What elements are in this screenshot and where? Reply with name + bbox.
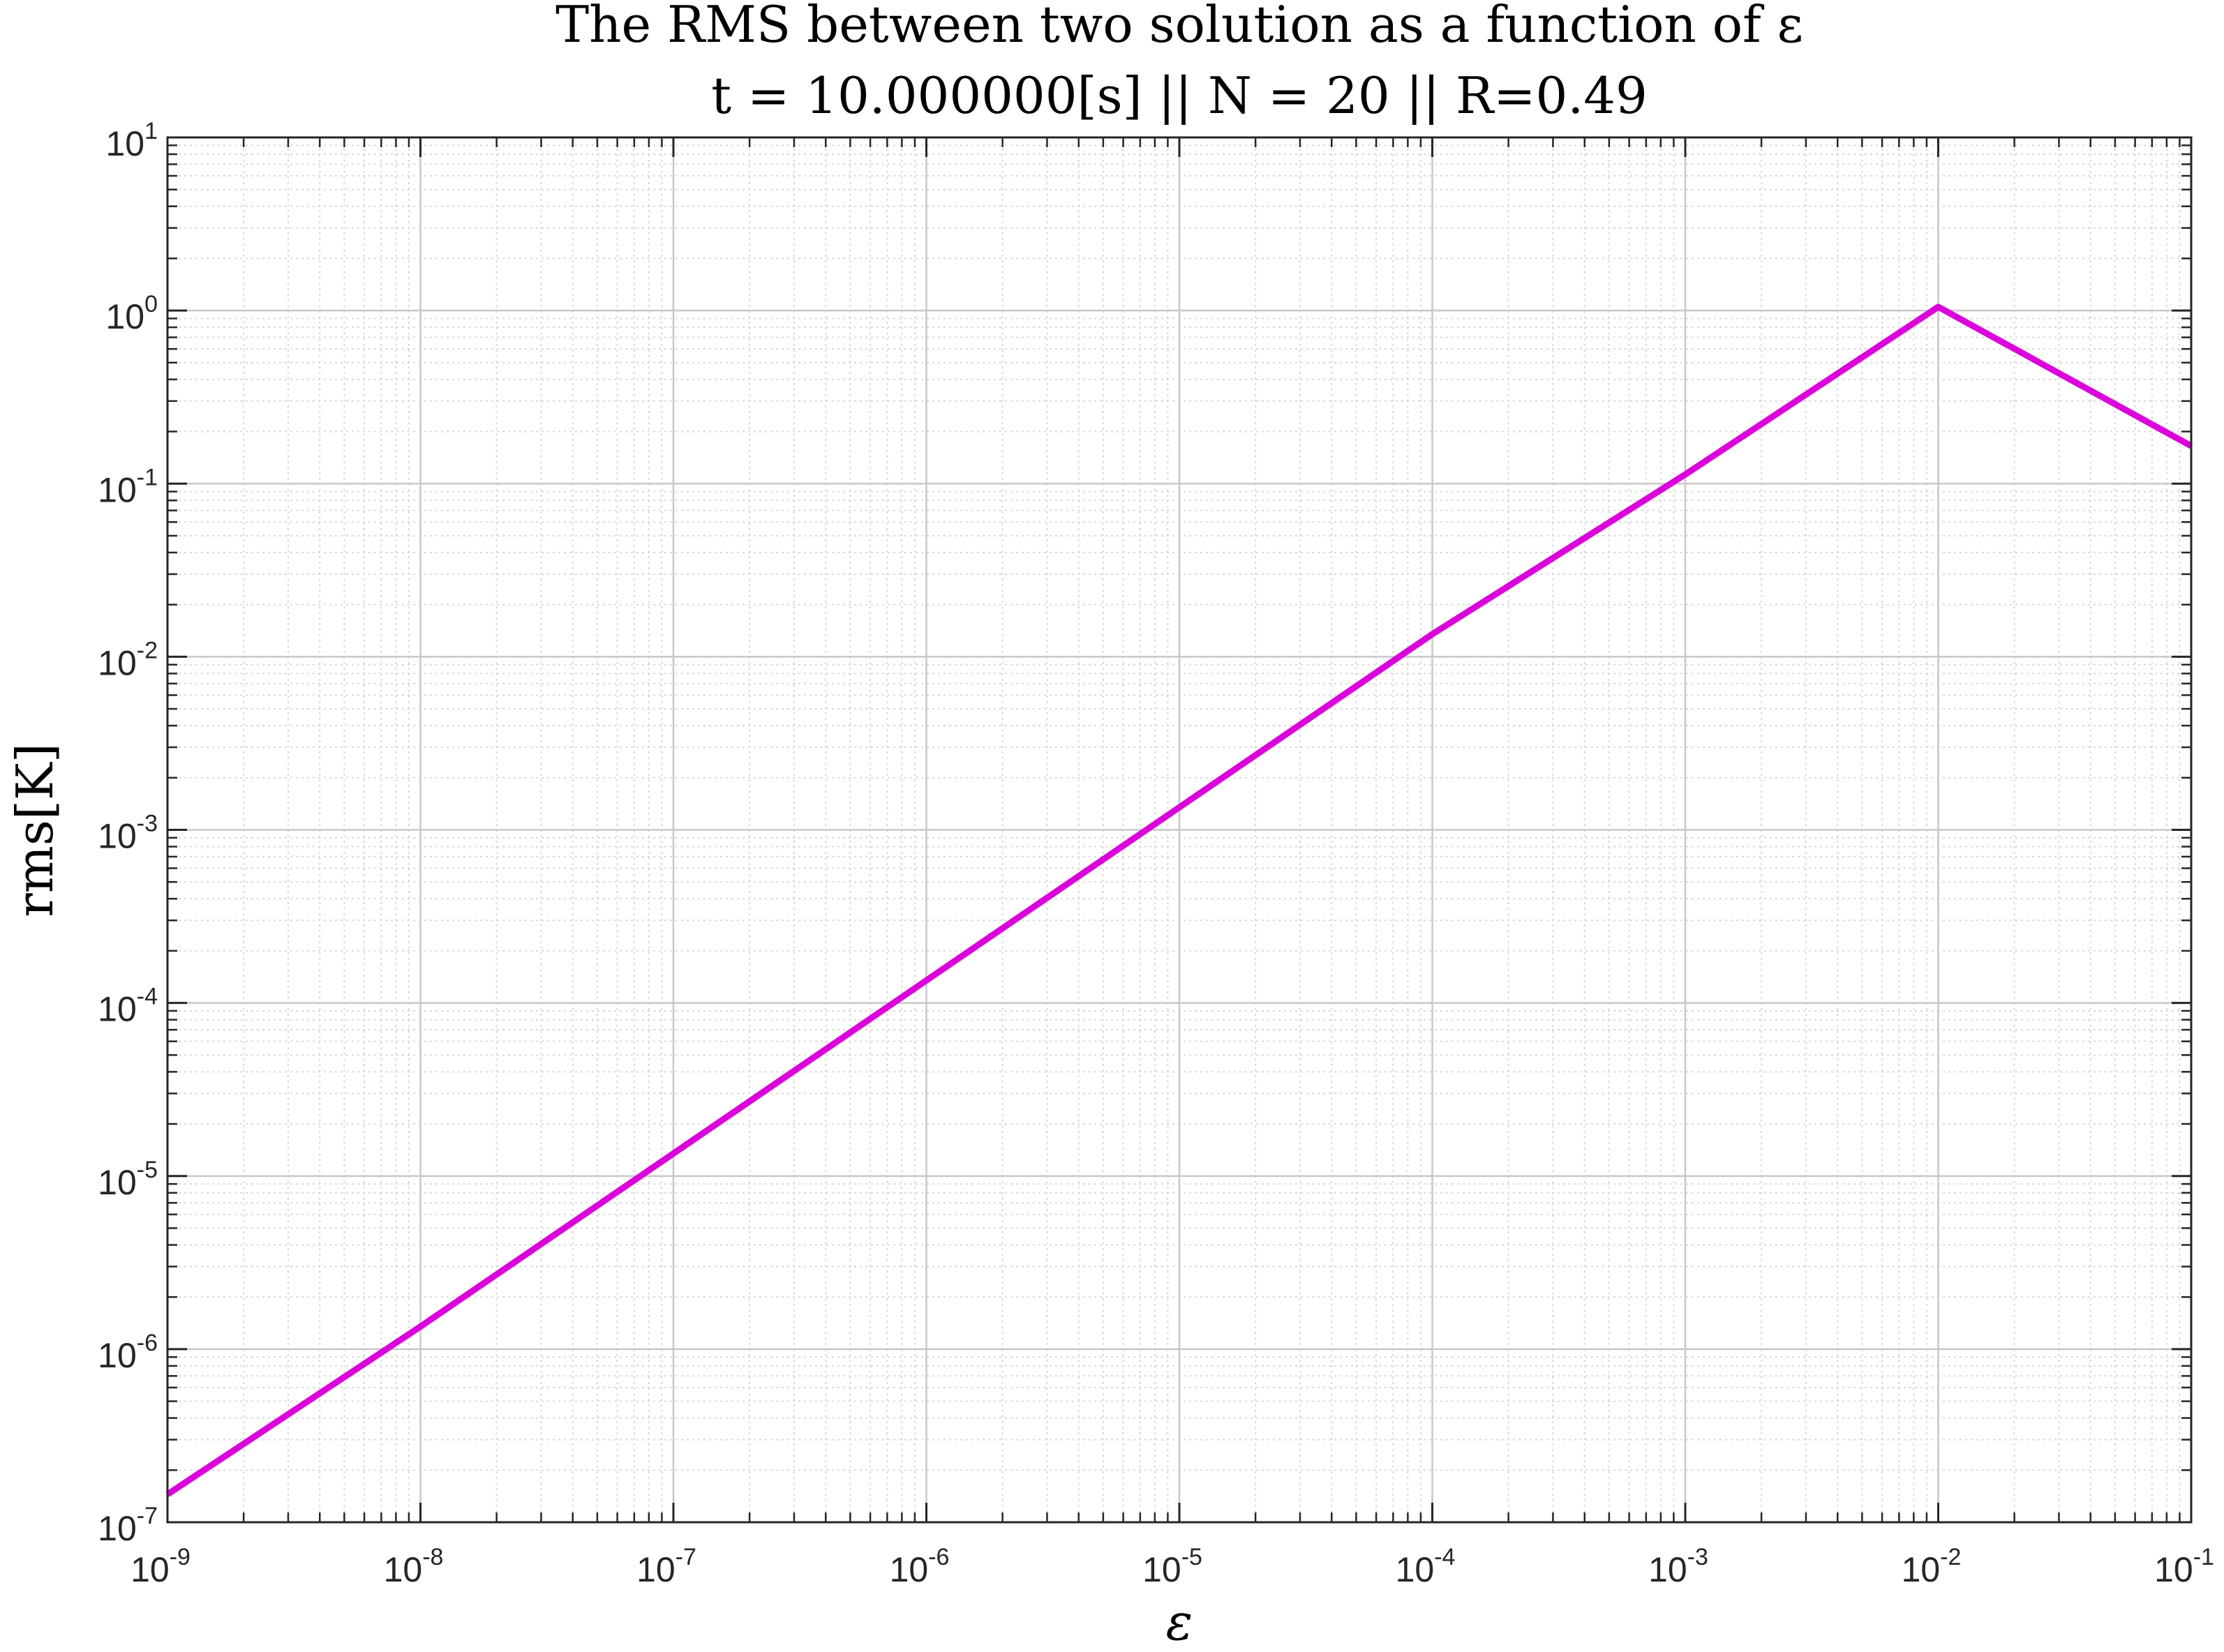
x-tick-label-exponent: -3 bbox=[1687, 1544, 1708, 1570]
x-tick-label-exponent: -7 bbox=[676, 1544, 696, 1570]
x-tick-label: 10-2 bbox=[1902, 1544, 1962, 1589]
x-tick-label-exponent: -9 bbox=[170, 1544, 191, 1570]
y-tick-label-exponent: 0 bbox=[144, 291, 158, 317]
y-tick-label: 10-6 bbox=[98, 1330, 158, 1375]
y-tick-label-exponent: -5 bbox=[137, 1157, 158, 1183]
y-tick-label-exponent: -3 bbox=[137, 811, 158, 837]
x-tick-label: 10-4 bbox=[1396, 1544, 1456, 1589]
x-tick-labels: 10-9 10-8 10-7 10-6 10-5 10-4 10-3 10-2 10-1 bbox=[130, 1544, 2214, 1589]
x-tick-label-base: 10 bbox=[130, 1550, 170, 1589]
x-axis-label: ε bbox=[1166, 1593, 1193, 1651]
x-tick-label-base: 10 bbox=[2154, 1550, 2193, 1589]
x-tick-label-base: 10 bbox=[1902, 1550, 1941, 1589]
x-tick-label-exponent: -1 bbox=[2193, 1544, 2214, 1570]
y-tick-label-exponent: -7 bbox=[137, 1503, 158, 1529]
y-tick-label: 101 bbox=[105, 118, 158, 163]
y-tick-label: 10-2 bbox=[98, 637, 158, 682]
y-tick-label-base: 10 bbox=[98, 990, 137, 1029]
y-tick-label-base: 10 bbox=[98, 643, 137, 682]
chart-title: The RMS between two solution as a functi… bbox=[555, 0, 1803, 54]
y-axis-label: rms[K] bbox=[6, 743, 64, 917]
y-tick-label-base: 10 bbox=[98, 1336, 137, 1375]
x-tick-label: 10-6 bbox=[890, 1544, 950, 1589]
x-tick-label: 10-7 bbox=[636, 1544, 696, 1589]
x-tick-label-base: 10 bbox=[1648, 1550, 1687, 1589]
tick-marks bbox=[166, 136, 2193, 1524]
x-tick-label: 10-9 bbox=[130, 1544, 191, 1589]
y-tick-label-base: 10 bbox=[105, 297, 144, 336]
y-tick-label: 10-3 bbox=[98, 811, 158, 856]
x-tick-label-exponent: -2 bbox=[1940, 1544, 1961, 1570]
y-tick-label-exponent: -4 bbox=[137, 984, 158, 1010]
x-tick-label-exponent: -6 bbox=[928, 1544, 949, 1570]
y-tick-label-exponent: -2 bbox=[137, 637, 158, 663]
x-tick-label-base: 10 bbox=[636, 1550, 676, 1589]
y-tick-label-base: 10 bbox=[105, 124, 144, 163]
x-tick-label: 10-3 bbox=[1648, 1544, 1708, 1589]
x-tick-label-exponent: -4 bbox=[1434, 1544, 1455, 1570]
y-tick-label: 10-7 bbox=[98, 1503, 158, 1548]
x-tick-label: 10-1 bbox=[2154, 1544, 2214, 1589]
x-tick-label-exponent: -5 bbox=[1181, 1544, 1202, 1570]
y-tick-label-base: 10 bbox=[98, 1163, 137, 1202]
y-tick-label-exponent: -1 bbox=[137, 464, 158, 490]
y-tick-label-exponent: -6 bbox=[137, 1330, 158, 1356]
x-tick-label: 10-8 bbox=[384, 1544, 444, 1589]
y-tick-label-exponent: 1 bbox=[144, 118, 158, 144]
y-tick-label: 10-1 bbox=[98, 464, 158, 509]
y-tick-label-base: 10 bbox=[98, 470, 137, 509]
x-tick-label-base: 10 bbox=[1142, 1550, 1181, 1589]
y-tick-label-base: 10 bbox=[98, 817, 137, 856]
y-tick-label: 10-5 bbox=[98, 1157, 158, 1202]
x-tick-label-base: 10 bbox=[1396, 1550, 1435, 1589]
series-layer bbox=[165, 303, 2193, 1497]
chart-subtitle: t = 10.000000[s] || N = 20 || R=0.49 bbox=[711, 66, 1648, 125]
x-tick-label-base: 10 bbox=[890, 1550, 929, 1589]
y-tick-label-base: 10 bbox=[98, 1509, 137, 1548]
y-tick-label: 100 bbox=[105, 291, 158, 336]
y-tick-label: 10-4 bbox=[98, 984, 158, 1029]
x-tick-label: 10-5 bbox=[1142, 1544, 1202, 1589]
x-tick-label-exponent: -8 bbox=[422, 1544, 443, 1570]
x-tick-label-base: 10 bbox=[384, 1550, 423, 1589]
rms-series-line bbox=[165, 303, 2193, 1497]
